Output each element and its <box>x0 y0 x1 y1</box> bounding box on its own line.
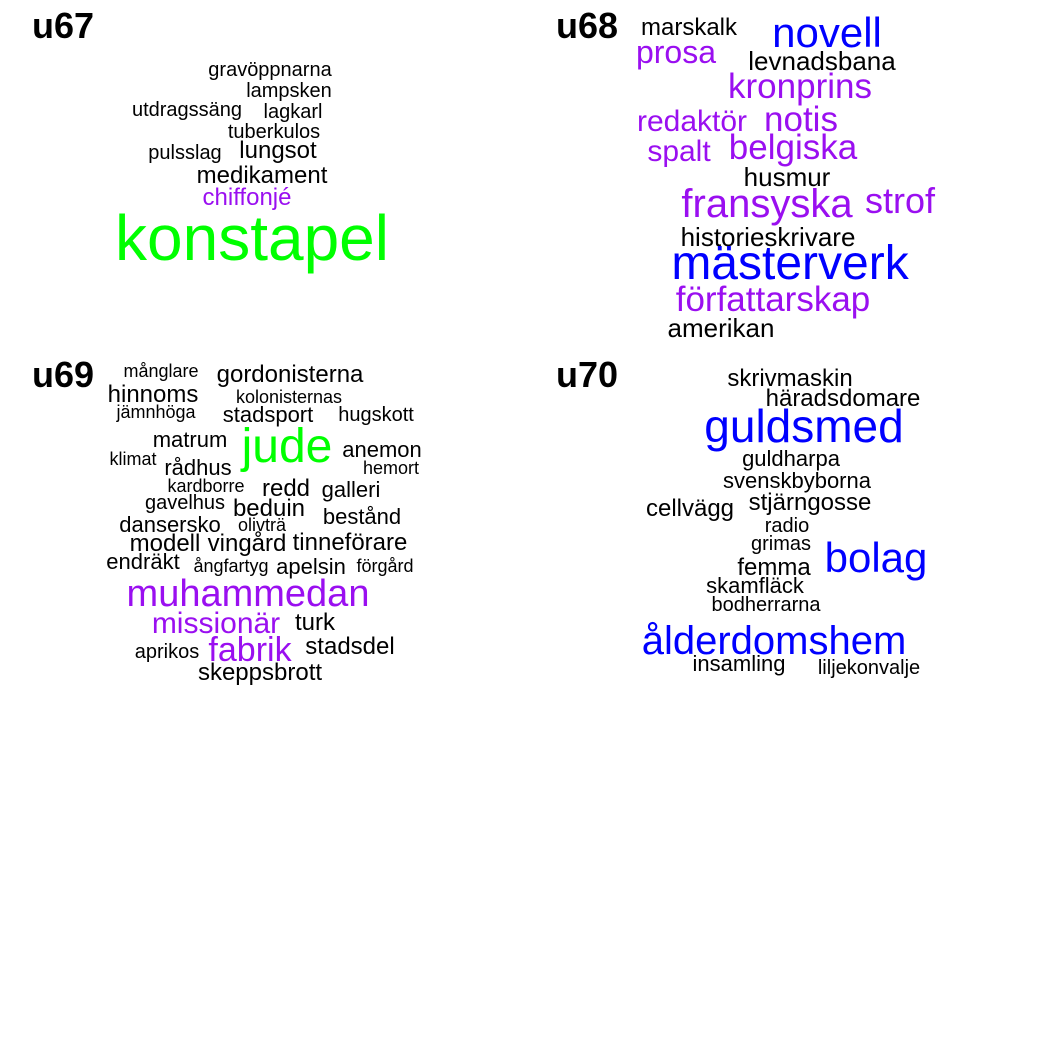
word: hemort <box>362 458 420 478</box>
word: skamfläck <box>706 573 804 598</box>
word: kolonisternas <box>235 387 343 407</box>
word: gavelhus <box>144 492 226 514</box>
word: radio <box>764 515 810 537</box>
word: gravöppnarna <box>208 59 332 81</box>
word: levnadsbana <box>748 46 896 76</box>
word: olivträ <box>237 515 287 535</box>
word: liljekonvalje <box>817 657 921 679</box>
word: tinneförare <box>292 529 408 556</box>
word: utdragssäng <box>131 99 243 121</box>
word: månglare <box>123 361 199 381</box>
word: husmur <box>743 162 831 192</box>
word: beduin <box>232 495 306 522</box>
word: cellvägg <box>645 495 735 522</box>
word: medikament <box>196 162 328 189</box>
word: bodherrarna <box>711 594 821 616</box>
word: rådhus <box>164 455 232 480</box>
word: femma <box>737 554 811 581</box>
word: jämnhöga <box>116 402 196 422</box>
word: chiffonjé <box>202 184 292 211</box>
wordcloud-panel-u70: u70 skrivmaskin häradsdomare guldsmed gu… <box>556 357 1050 702</box>
word: pulsslag <box>148 142 222 164</box>
word: endräkt <box>106 549 180 574</box>
word: fabrik <box>208 631 292 669</box>
word: skrivmaskin <box>727 365 853 392</box>
word: aprikos <box>134 641 200 663</box>
word: ångfartyg <box>193 556 269 576</box>
word: svenskbyborna <box>723 468 871 493</box>
word: bolag <box>824 534 928 581</box>
panel-title: u69 <box>32 354 95 395</box>
word: apelsin <box>276 554 346 579</box>
word: fransyska <box>681 182 853 226</box>
word: spalt <box>647 135 711 168</box>
word: guldharpa <box>742 446 840 471</box>
word: marskalk <box>640 14 738 41</box>
word: lampsken <box>246 80 332 102</box>
word: turk <box>294 609 336 636</box>
word: stjärngosse <box>748 489 872 516</box>
word: stadsdel <box>305 633 395 660</box>
word: bestånd <box>322 504 402 529</box>
word: novell <box>772 9 882 56</box>
word: hugskott <box>338 404 414 426</box>
word: förgård <box>356 556 414 576</box>
word: vingård <box>207 530 287 557</box>
word: hinnoms <box>107 381 199 408</box>
word: strof <box>864 180 936 221</box>
word: stadsport <box>222 402 314 427</box>
word: lagkarl <box>263 101 323 123</box>
word: dansersko <box>119 512 221 537</box>
word: mästerverk <box>671 237 909 290</box>
word: insamling <box>692 651 786 676</box>
word: häradsdomare <box>765 385 921 412</box>
word: författarskap <box>675 280 871 319</box>
word: konstapel <box>115 202 389 274</box>
word: prosa <box>635 34 717 70</box>
word: redaktör <box>636 105 748 138</box>
word: redd <box>261 475 311 502</box>
wordcloud-panel-u69: u69 månglare gordonisterna hinnoms kolon… <box>32 357 557 702</box>
word: galleri <box>321 477 381 502</box>
panel-title: u68 <box>556 5 619 46</box>
word: historieskrivare <box>680 222 856 252</box>
word: gordonisterna <box>216 361 364 388</box>
panel-title: u70 <box>556 354 619 395</box>
word: muhammedan <box>126 573 370 615</box>
word: klimat <box>109 449 157 469</box>
word: guldsmed <box>704 400 904 452</box>
word: amerikan <box>667 313 775 343</box>
wordcloud-panel-u67: u67 gravöppnarna lampsken utdragssäng la… <box>32 8 557 353</box>
word: skeppsbrott <box>197 659 323 686</box>
word: missionär <box>151 607 281 640</box>
word: jude <box>241 420 333 473</box>
word: kronprins <box>728 67 872 106</box>
word: tuberkulos <box>227 121 321 143</box>
word: ålderdomshem <box>641 619 907 663</box>
word: kardborre <box>167 476 245 496</box>
word: modell <box>129 530 201 557</box>
word: lungsot <box>239 137 317 164</box>
word: matrum <box>152 427 228 452</box>
panel-title: u67 <box>32 5 95 46</box>
wordcloud-panel-u68: u68 marskalk novell prosa levnadsbana kr… <box>556 8 1050 353</box>
word: notis <box>764 100 838 139</box>
word: belgiska <box>728 128 858 167</box>
word: grimas <box>750 533 812 555</box>
word: anemon <box>342 437 422 462</box>
